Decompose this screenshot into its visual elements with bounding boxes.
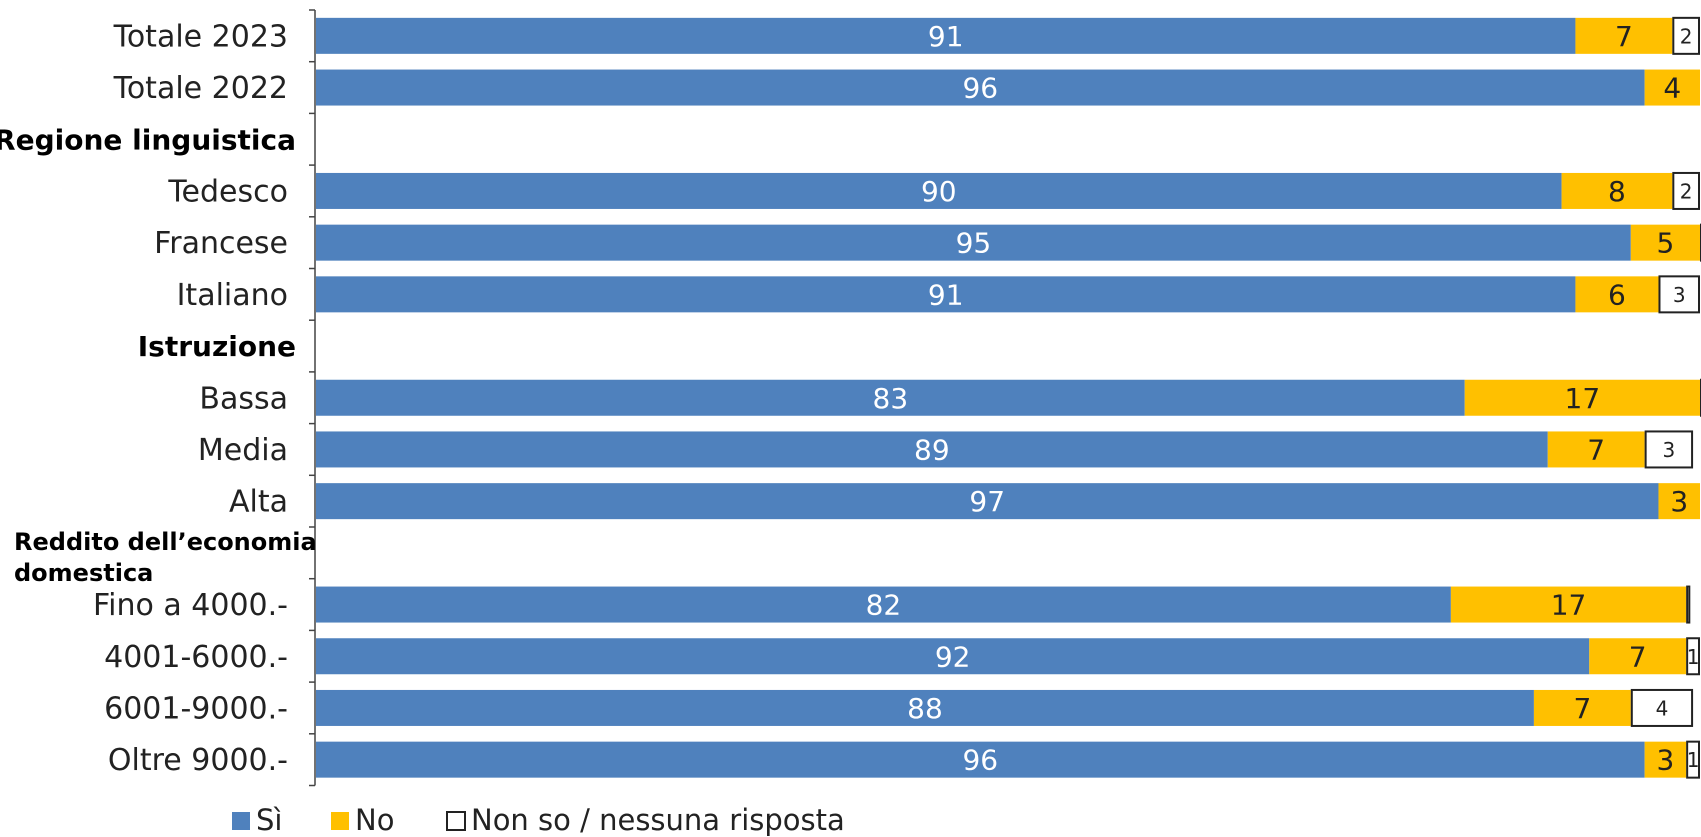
bar-segment-no	[1630, 224, 1700, 261]
bar-segment-si	[316, 17, 1576, 54]
data-label: 96	[962, 744, 998, 777]
group-label-line: domestica	[14, 559, 153, 587]
bar-segment-no	[1533, 689, 1631, 726]
legend-si-label: Sì	[256, 803, 282, 837]
bar-segment-nonso	[1672, 171, 1700, 210]
bar-segment-nonso	[1644, 430, 1694, 469]
bar-segment-si	[316, 224, 1631, 261]
bar-segment-si	[316, 172, 1562, 209]
group-label: Regione linguistica	[0, 123, 296, 156]
data-label: 82	[866, 589, 902, 622]
bar-segment-nonso	[1630, 688, 1694, 727]
data-label: 2	[1680, 24, 1693, 48]
data-label: 7	[1629, 640, 1647, 673]
category-label: Italiano	[177, 278, 288, 313]
bar-segment-si	[316, 276, 1576, 313]
category-label: Bassa	[199, 381, 288, 416]
bar-segment-nonso	[1686, 585, 1691, 624]
legend-nonso-label: Non so / nessuna risposta	[471, 803, 845, 837]
bar-segment-nonso	[1686, 637, 1701, 676]
category-label: Francese	[154, 226, 288, 261]
data-label: 88	[907, 692, 943, 725]
data-label: 91	[928, 20, 964, 53]
bar-segment-si	[316, 689, 1534, 726]
data-label: 17	[1565, 382, 1601, 415]
category-label: Tedesco	[167, 174, 288, 209]
data-label: 83	[873, 382, 909, 415]
legend: Sì No Non so / nessuna risposta	[232, 803, 845, 837]
bar-segment-nonso	[1686, 740, 1701, 779]
bar-segment-si	[316, 638, 1590, 675]
bar-segment-nonso	[1672, 16, 1700, 55]
data-label: 4	[1656, 696, 1669, 720]
bar-segment-si	[316, 586, 1451, 623]
data-label: 3	[1656, 744, 1674, 777]
legend-no-label: No	[355, 803, 394, 837]
bar-segment-no	[1589, 638, 1687, 675]
bar-segment-no	[1561, 172, 1673, 209]
bar-segment-no	[1575, 276, 1659, 313]
data-label: 8	[1608, 175, 1626, 208]
data-label: 1	[1687, 645, 1700, 669]
data-label: 7	[1573, 692, 1591, 725]
category-label: Fino a 4000.-	[93, 588, 288, 623]
category-label: Totale 2022	[113, 71, 288, 106]
bar-segment-no	[1644, 69, 1700, 106]
data-label: 3	[1673, 283, 1686, 307]
category-label: 6001-9000.-	[104, 691, 288, 726]
bar-segment-si	[316, 741, 1645, 778]
data-label: 2	[1680, 179, 1693, 203]
legend-nonso-swatch	[446, 811, 466, 831]
data-label: 1	[1687, 748, 1700, 772]
bar-segment-si	[316, 483, 1659, 520]
legend-no-swatch	[331, 812, 349, 830]
category-label: Totale 2023	[113, 19, 288, 54]
category-label: Media	[198, 433, 288, 468]
data-label: 3	[1670, 485, 1688, 518]
data-label: 96	[962, 72, 998, 105]
category-label: Oltre 9000.-	[108, 743, 288, 778]
data-label: 97	[969, 485, 1005, 518]
data-label: 5	[1656, 227, 1674, 260]
category-labels: Totale 2023 Totale 2022 Regione linguistic…	[0, 19, 317, 778]
bar-segment-no	[1644, 741, 1687, 778]
y-axis	[309, 9, 316, 787]
data-label: 17	[1551, 589, 1587, 622]
category-label: Alta	[229, 485, 288, 520]
bar-segment-no	[1658, 483, 1700, 520]
data-label: 92	[935, 640, 971, 673]
bar-segment-si	[316, 69, 1645, 106]
bar-segment-no	[1547, 431, 1645, 468]
bar-segment-no	[1575, 17, 1673, 54]
bar-segment-no	[1464, 379, 1700, 416]
data-label: 90	[921, 175, 957, 208]
data-label: 7	[1615, 20, 1633, 53]
bar-segment-nonso	[1658, 275, 1700, 314]
group-label: Istruzione	[138, 330, 296, 363]
category-label: 4001-6000.-	[104, 640, 288, 675]
data-label: 95	[956, 227, 992, 260]
data-label: 3	[1662, 438, 1675, 462]
data-label: 91	[928, 278, 964, 311]
data-label: 89	[914, 433, 950, 466]
bar-segment-no	[1450, 586, 1687, 623]
data-label: 7	[1587, 433, 1605, 466]
group-label-line: Reddito dell’economia	[14, 528, 317, 556]
bar-segment-si	[316, 431, 1548, 468]
bar-segment-si	[316, 379, 1465, 416]
legend-si-swatch	[232, 812, 250, 830]
data-label: 4	[1663, 72, 1681, 105]
data-label: 6	[1608, 278, 1626, 311]
